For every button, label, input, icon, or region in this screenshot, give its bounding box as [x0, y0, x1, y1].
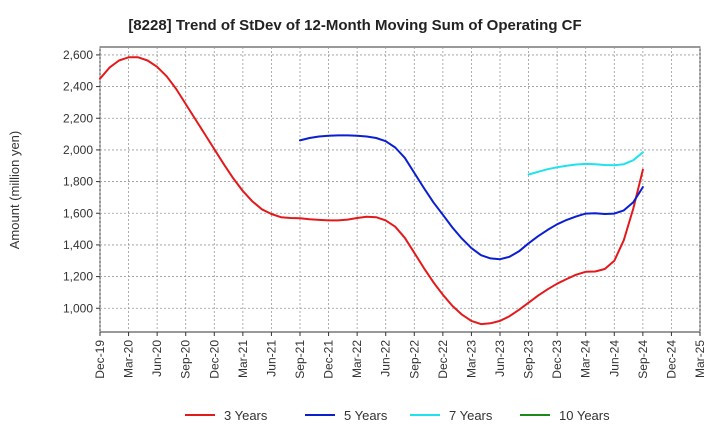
x-tick-label: Mar-20 — [122, 340, 136, 378]
series-lines — [99, 56, 644, 326]
x-tick-label: Sep-23 — [522, 340, 536, 379]
legend-label: 5 Years — [344, 408, 388, 423]
y-tick-label: 1,600 — [63, 206, 93, 220]
x-tick-label: Mar-22 — [350, 340, 364, 378]
x-tick-label: Dec-20 — [207, 340, 221, 379]
x-tick-label: Jun-23 — [493, 340, 507, 377]
y-tick-label: 2,600 — [63, 48, 93, 62]
y-axis-label: Amount (million yen) — [7, 131, 22, 250]
y-tick-label: 2,000 — [63, 143, 93, 157]
legend-label: 3 Years — [224, 408, 268, 423]
x-tick-label: Jun-20 — [150, 340, 164, 377]
y-tick-label: 1,800 — [63, 175, 93, 189]
x-tick-label: Mar-24 — [579, 340, 593, 378]
x-tick-label: Dec-21 — [322, 340, 336, 379]
x-tick-label: Sep-24 — [636, 340, 650, 379]
y-tick-label: 1,000 — [63, 301, 93, 315]
x-tick-label: Sep-20 — [179, 340, 193, 379]
chart-title: [8228] Trend of StDev of 12-Month Moving… — [128, 17, 581, 34]
grid-x — [99, 47, 701, 332]
series-line — [527, 151, 644, 176]
x-tick-label: Dec-23 — [550, 340, 564, 379]
x-tick-label: Dec-19 — [93, 340, 107, 379]
plot-area — [99, 46, 701, 333]
y-tick-label: 1,400 — [63, 238, 93, 252]
x-tick-label: Mar-25 — [693, 340, 707, 378]
x-tick-label: Sep-22 — [407, 340, 421, 379]
x-tick-label: Jun-24 — [607, 340, 621, 377]
series-line — [299, 134, 644, 261]
legend: 3 Years 5 Years 7 Years 10 Years — [185, 408, 610, 423]
x-tick-label: Dec-22 — [436, 340, 450, 379]
x-tick-label: Sep-21 — [293, 340, 307, 379]
series-line — [99, 56, 644, 326]
x-tick-label: Dec-24 — [664, 340, 678, 379]
x-tick-label: Mar-23 — [464, 340, 478, 378]
y-axis: 1,000 1,200 1,400 1,600 1,800 2,000 2,200 2,400… — [63, 48, 100, 315]
legend-label: 10 Years — [559, 408, 610, 423]
x-tick-label: Jun-21 — [264, 340, 278, 377]
y-tick-label: 2,200 — [63, 111, 93, 125]
x-axis: Dec-19 Mar-20 Jun-20 Sep-20 Dec-20 Mar-21 Jun-… — [93, 332, 707, 379]
y-tick-label: 2,400 — [63, 80, 93, 94]
grid-y — [100, 54, 700, 309]
y-tick-label: 1,200 — [63, 270, 93, 284]
x-tick-label: Mar-21 — [236, 340, 250, 378]
x-tick-label: Jun-22 — [379, 340, 393, 377]
legend-label: 7 Years — [449, 408, 493, 423]
